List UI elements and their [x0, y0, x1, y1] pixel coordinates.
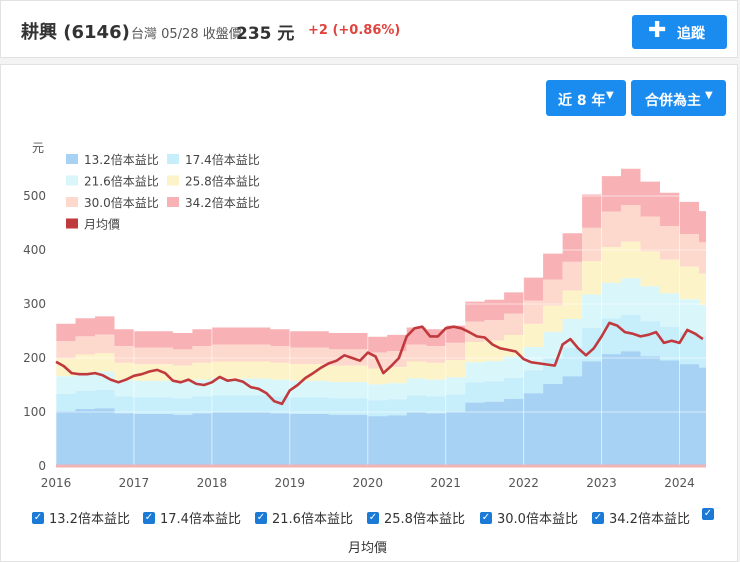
chevron-down-icon: ▼	[606, 90, 614, 101]
stock-header: 耕興 (6146) 台灣 05/28 收盤價 235 元 +2 (+0.86%)…	[0, 0, 738, 58]
series-toggle[interactable]: ✓ 13.2倍本益比	[32, 508, 130, 527]
legend: 13.2倍本益比 17.4倍本益比 21.6倍本益比 25.8倍本益比 30.0倍本益比…	[56, 146, 274, 234]
checkbox-checked-icon[interactable]: ✓	[480, 511, 492, 524]
toggle-label-monthly-price: 月均價	[348, 541, 388, 556]
range-dropdown-label: 近 8 年	[558, 93, 606, 109]
closing-price: 235 元	[236, 24, 295, 44]
x-tick-label: 2020	[352, 476, 383, 490]
legend-label: 25.8倍本益比	[185, 174, 260, 189]
y-tick-label: 400	[23, 243, 46, 257]
y-tick-label: 0	[38, 459, 46, 473]
x-tick-label: 2021	[430, 476, 461, 490]
legend-label: 34.2倍本益比	[185, 195, 260, 210]
checkbox-checked-icon[interactable]: ✓	[367, 511, 379, 524]
pe-band-21.6	[56, 278, 706, 401]
x-tick-label: 2018	[197, 476, 228, 490]
axes: 元 0 100 200 300 400 500 2016 2017 2018 2019 2020 202…	[23, 141, 706, 490]
legend-label: 17.4倍本益比	[185, 152, 260, 167]
mode-dropdown-label: 合併為主	[645, 93, 701, 109]
legend-swatch	[66, 175, 78, 186]
legend-background	[56, 146, 274, 234]
x-tick-label: 2019	[275, 476, 306, 490]
legend-label: 21.6倍本益比	[84, 174, 159, 189]
series-toggle[interactable]: ✓ 21.6倍本益比	[255, 508, 353, 527]
plus-icon: ✚	[648, 18, 667, 43]
series-toggle-label: 25.8倍本益比	[384, 512, 465, 527]
series-toggle[interactable]: ✓ 17.4倍本益比	[143, 508, 241, 527]
checkbox-checked-icon[interactable]: ✓	[32, 511, 44, 524]
checkbox-checked-icon[interactable]: ✓	[255, 511, 267, 524]
x-tick-label: 2022	[508, 476, 539, 490]
range-dropdown[interactable]: 近 8 年 ▼	[546, 80, 626, 116]
series-toggle-label: 17.4倍本益比	[160, 512, 241, 527]
checkbox-checked-icon[interactable]: ✓	[592, 511, 604, 524]
legend-swatch	[66, 218, 78, 229]
chevron-down-icon: ▼	[705, 90, 713, 101]
series-toggle-label: 13.2倍本益比	[49, 512, 130, 527]
pe-band-25.8	[56, 241, 706, 385]
series-toggle[interactable]: ✓	[702, 508, 719, 520]
track-button[interactable]: ✚ 追蹤	[632, 15, 727, 49]
x-tick-label: 2023	[586, 476, 617, 490]
mode-dropdown[interactable]: 合併為主 ▼	[631, 80, 726, 116]
x-tick-label: 2024	[664, 476, 695, 490]
checkbox-checked-icon[interactable]: ✓	[702, 508, 714, 520]
pe-bands	[56, 168, 706, 466]
series-toggle-label: 21.6倍本益比	[272, 512, 353, 527]
monthly-price-series	[55, 321, 704, 406]
legend-label: 13.2倍本益比	[84, 152, 159, 167]
series-toggle-label: 34.2倍本益比	[609, 512, 690, 527]
y-tick-label: 500	[23, 189, 46, 203]
track-button-label: 追蹤	[677, 26, 705, 42]
legend-swatch	[167, 197, 179, 207]
market-date: 台灣 05/28 收盤價	[131, 27, 242, 42]
monthly-price-line	[55, 321, 704, 406]
legend-swatch	[66, 154, 78, 164]
pe-band-13.2	[56, 351, 706, 466]
y-tick-label: 200	[23, 351, 46, 365]
y-tick-label: 300	[23, 297, 46, 311]
legend-swatch	[167, 175, 179, 186]
pe-band-17.4	[56, 314, 706, 417]
pe-band-30	[56, 205, 706, 369]
x-tick-label: 2016	[41, 476, 72, 490]
series-toggle[interactable]: ✓ 34.2倍本益比	[592, 508, 690, 527]
series-toggle[interactable]: ✓ 25.8倍本益比	[367, 508, 465, 527]
legend-swatch	[66, 197, 78, 207]
x-tick-label: 2017	[119, 476, 150, 490]
price-change: +2 (+0.86%)	[308, 23, 401, 38]
series-toggle-label: 30.0倍本益比	[497, 512, 578, 527]
legend-swatch	[167, 154, 179, 164]
y-tick-label: 100	[23, 405, 46, 419]
y-axis-unit: 元	[32, 141, 44, 155]
pe-band-34.2	[56, 168, 706, 353]
legend-label: 30.0倍本益比	[84, 195, 159, 210]
legend-label: 月均價	[84, 218, 120, 232]
series-toggle[interactable]: ✓ 30.0倍本益比	[480, 508, 578, 527]
stock-name: 耕興 (6146)	[21, 22, 130, 43]
checkbox-checked-icon[interactable]: ✓	[143, 511, 155, 524]
